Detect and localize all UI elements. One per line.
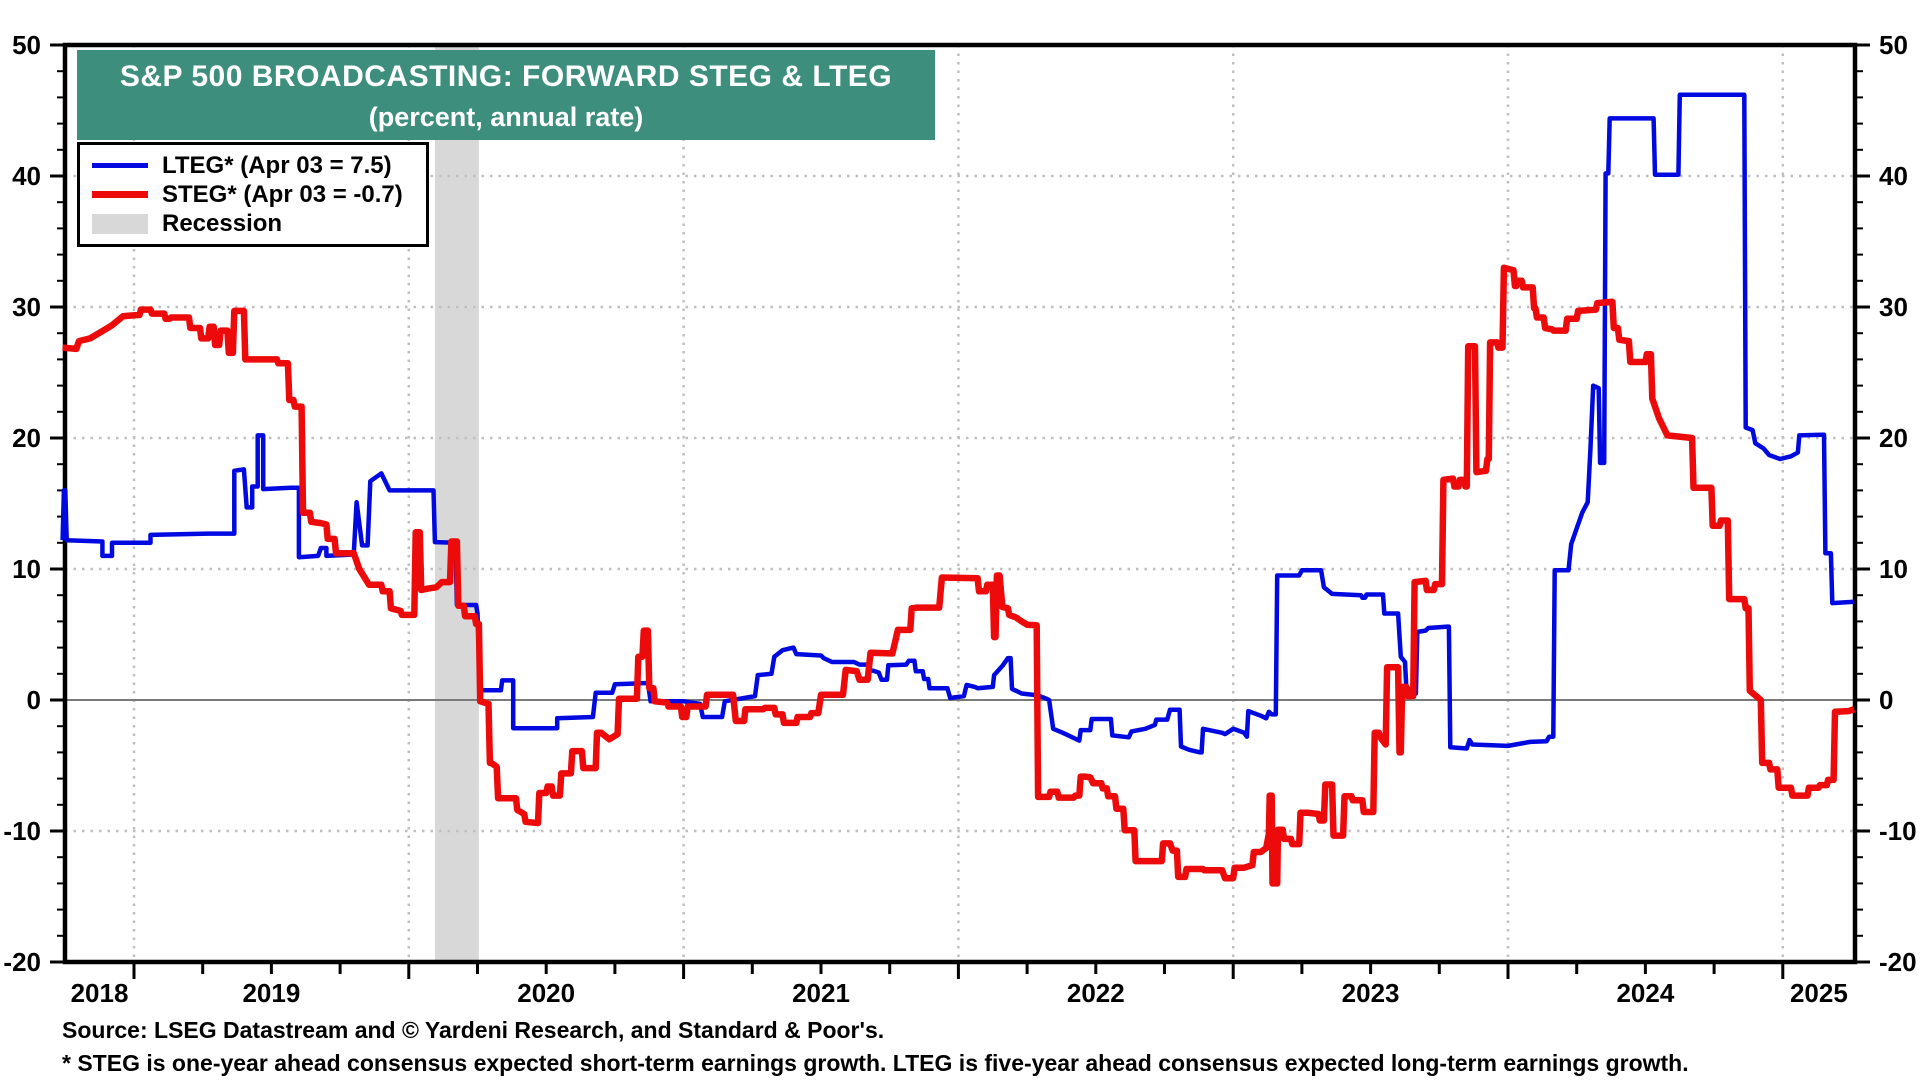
y-axis-label-right--10: -10 (1879, 816, 1917, 846)
y-axis-label-right-10: 10 (1879, 554, 1908, 584)
y-axis-label-right-0: 0 (1879, 685, 1893, 715)
lteg-line-swatch (92, 163, 148, 168)
chart-title-box: S&P 500 BROADCASTING: FORWARD STEG & LTE… (77, 50, 935, 140)
x-axis-label-2020: 2020 (517, 978, 575, 1008)
legend-label-recession: Recession (162, 209, 283, 237)
y-axis-label-left-10: 10 (12, 554, 41, 584)
y-axis-label-right--20: -20 (1879, 947, 1917, 977)
x-axis-label-2018: 2018 (71, 978, 129, 1008)
y-axis-label-left-20: 20 (12, 423, 41, 453)
legend-label-lteg: LTEG* (Apr 03 = 7.5) (162, 151, 392, 179)
footer-notes: Source: LSEG Datastream and © Yardeni Re… (62, 1014, 1892, 1080)
lteg-line (60, 92, 1855, 755)
legend-item-recession: Recession (92, 209, 416, 238)
y-axis-label-left-40: 40 (12, 161, 41, 191)
steg-line-swatch (92, 191, 148, 198)
y-axis-label-left-50: 50 (12, 30, 41, 60)
legend-label-steg: STEG* (Apr 03 = -0.7) (162, 180, 403, 208)
y-axis-label-right-50: 50 (1879, 30, 1908, 60)
chart-subtitle: (percent, annual rate) (368, 102, 644, 132)
y-axis-label-left--10: -10 (3, 816, 41, 846)
legend-item-lteg: LTEG* (Apr 03 = 7.5) (92, 151, 416, 180)
steg-line (62, 264, 1856, 887)
y-axis-label-right-30: 30 (1879, 292, 1908, 322)
y-axis-label-left-0: 0 (27, 685, 41, 715)
y-axis-label-right-40: 40 (1879, 161, 1908, 191)
x-axis-label-2021: 2021 (792, 978, 850, 1008)
x-axis-label-2023: 2023 (1342, 978, 1400, 1008)
chart-title: S&P 500 BROADCASTING: FORWARD STEG & LTE… (119, 60, 893, 93)
legend: LTEG* (Apr 03 = 7.5) STEG* (Apr 03 = -0.… (77, 142, 429, 247)
x-axis-label-2019: 2019 (242, 978, 300, 1008)
recession-band (434, 45, 479, 962)
x-axis-label-2022: 2022 (1067, 978, 1125, 1008)
y-axis-label-right-20: 20 (1879, 423, 1908, 453)
y-axis-label-left-30: 30 (12, 292, 41, 322)
source-line: Source: LSEG Datastream and © Yardeni Re… (62, 1017, 885, 1043)
footnote-line: * STEG is one-year ahead consensus expec… (62, 1050, 1689, 1076)
x-axis-label-2024: 2024 (1616, 978, 1674, 1008)
x-axis-label-2025: 2025 (1790, 978, 1848, 1008)
recession-swatch (92, 213, 148, 234)
legend-item-steg: STEG* (Apr 03 = -0.7) (92, 180, 416, 209)
y-axis-label-left--20: -20 (3, 947, 41, 977)
